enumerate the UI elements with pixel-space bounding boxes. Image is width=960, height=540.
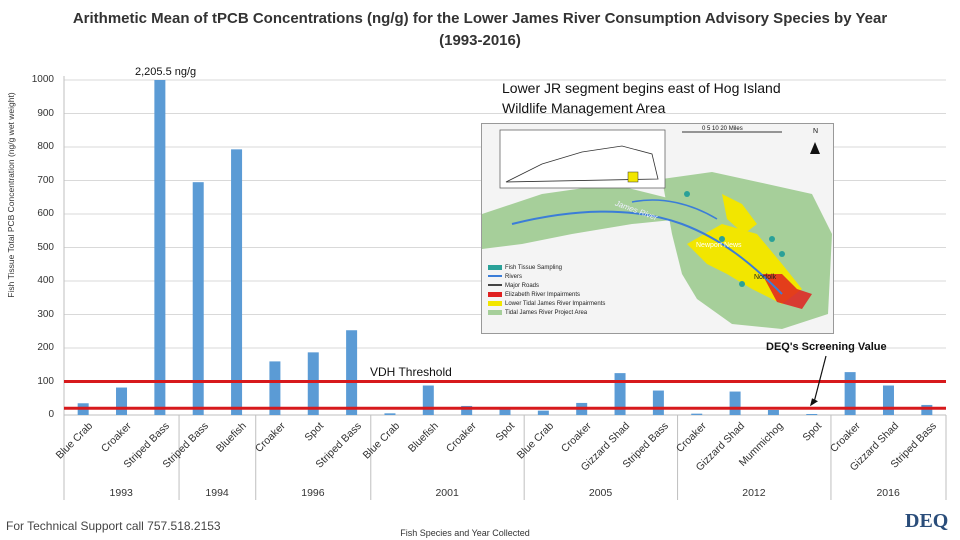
bar <box>192 182 204 415</box>
y-tick-label: 300 <box>37 308 54 320</box>
bar <box>882 385 894 415</box>
year-label: 2005 <box>588 487 613 499</box>
map-legend-item: Major Roads <box>488 282 605 291</box>
map-label-norfolk: Norfolk <box>754 274 777 281</box>
vdh-threshold-label: VDH Threshold <box>370 365 452 379</box>
bar <box>691 413 703 415</box>
x-axis-title: Fish Species and Year Collected <box>400 528 530 538</box>
map-legend-item: Tidal James River Project Area <box>488 309 605 318</box>
map-label-newport-news: Newport News <box>696 242 742 249</box>
y-tick-label: 600 <box>37 208 54 219</box>
y-tick-label: 100 <box>37 375 54 387</box>
map-north: N <box>813 128 819 135</box>
support-text: For Technical Support call 757.518.2153 <box>6 519 221 533</box>
bar <box>844 372 856 415</box>
bar <box>537 410 549 415</box>
bar <box>231 149 243 415</box>
bar <box>499 407 511 415</box>
deq-screening-label: DEQ's Screening Value <box>766 341 887 353</box>
bar <box>154 80 166 415</box>
year-label: 2012 <box>742 487 766 499</box>
outlier-bar-label: 2,205.5 ng/g <box>135 66 197 78</box>
bar <box>346 330 358 415</box>
y-tick-label: 200 <box>37 342 54 353</box>
deq-logo: DEQ <box>905 510 949 532</box>
year-label: 1994 <box>205 487 229 499</box>
segment-note: Lower JR segment begins east of Hog Isla… <box>502 80 781 116</box>
bar <box>767 409 779 415</box>
bar <box>921 404 933 415</box>
bar <box>422 385 434 415</box>
y-tick-label: 500 <box>37 241 54 253</box>
map-legend-item: Elizabeth River Impairments <box>488 291 605 300</box>
y-tick-label: 1000 <box>31 74 54 85</box>
year-label: 1996 <box>301 487 325 499</box>
bar <box>269 361 281 415</box>
year-label: 2001 <box>435 487 459 499</box>
bar <box>116 387 128 415</box>
map-scale: 0 5 10 20 Miles <box>702 126 743 132</box>
bar <box>614 373 626 415</box>
year-label: 2016 <box>876 487 900 499</box>
map-legend-item: Fish Tissue Sampling <box>488 264 605 273</box>
map-legend-item: Lower Tidal James River Impairments <box>488 300 605 309</box>
map-inset: 0 5 10 20 Miles N Newport News James Riv… <box>481 123 834 334</box>
deq-arrowhead <box>810 398 818 407</box>
bar <box>461 405 473 415</box>
deq-arrow <box>813 355 827 403</box>
bar <box>729 391 741 415</box>
bar <box>652 390 664 415</box>
map-graphic <box>482 124 833 333</box>
bar <box>384 413 396 415</box>
map-legend-item: Rivers <box>488 273 605 282</box>
y-tick-label: 400 <box>37 275 54 286</box>
y-tick-label: 0 <box>48 409 54 420</box>
y-tick-label: 700 <box>37 174 54 186</box>
map-legend: Fish Tissue Sampling Rivers Major Roads … <box>488 264 605 318</box>
bar <box>307 352 319 415</box>
year-label: 1993 <box>109 487 133 499</box>
y-tick-label: 900 <box>37 107 54 119</box>
y-tick-label: 800 <box>37 141 54 152</box>
chart-title: Arithmetic Mean of tPCB Concentrations (… <box>72 10 888 49</box>
bar <box>806 413 818 415</box>
